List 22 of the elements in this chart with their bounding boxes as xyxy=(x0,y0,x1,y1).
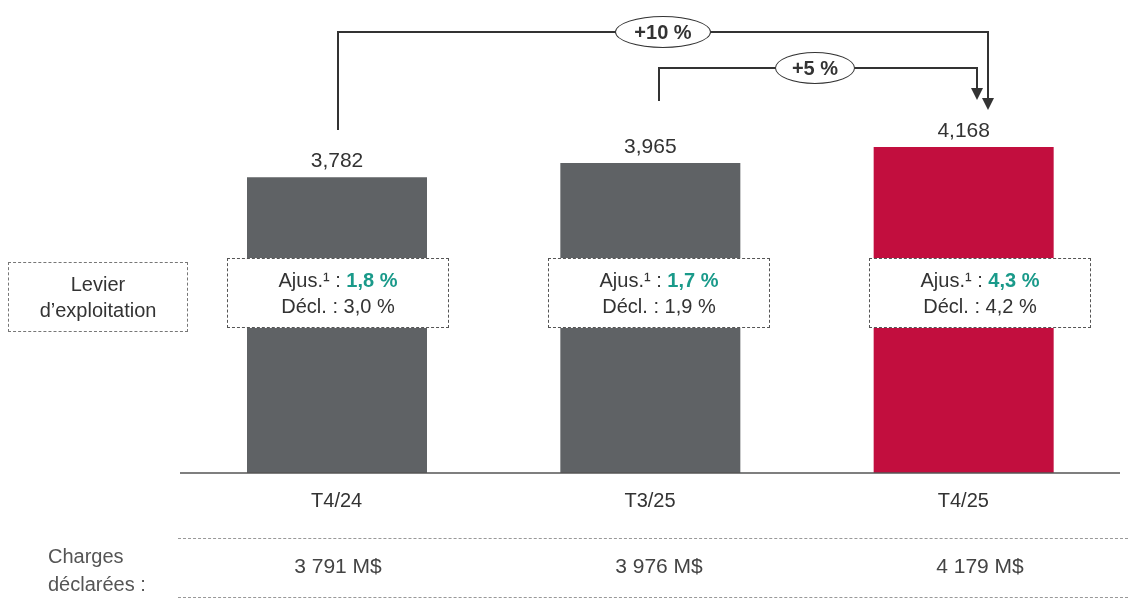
text: +5 % xyxy=(775,52,855,84)
text: Charges déclarées : xyxy=(48,544,147,597)
dashed-text-box: Ajus.¹ : 1,8 % Décl. : 3,0 % xyxy=(227,258,449,328)
x-tick-label: T3/25 xyxy=(624,489,676,512)
x-tick-label: T4/25 xyxy=(937,489,989,512)
text: 3 791 M$ xyxy=(293,554,383,578)
annotation: Décl. : 4,2 % xyxy=(923,294,1037,319)
annotation: Ajus.¹ : 4,3 % xyxy=(920,268,1040,293)
text: 3 976 M$ xyxy=(614,554,704,578)
data-label: 3,965 xyxy=(624,133,677,157)
data-label: 4,168 xyxy=(937,118,990,141)
text: +10 % xyxy=(615,16,711,48)
x-tick-label: T4/24 xyxy=(311,489,363,512)
annotation: Décl. : 1,9 % xyxy=(602,294,716,319)
dashed-text-box: Levier d’exploitation xyxy=(8,262,188,332)
annotation: Ajus.¹ : 1,8 % xyxy=(278,268,398,293)
annotation: Ajus.¹ : 1,7 % xyxy=(599,268,719,293)
data-label: 3,782 xyxy=(310,148,364,172)
dashed-text-box: Ajus.¹ : 4,3 % Décl. : 4,2 % xyxy=(869,258,1091,328)
annotation: Décl. : 3,0 % xyxy=(281,294,395,319)
text: 4 179 M$ xyxy=(935,554,1025,578)
dashed-text-box: Ajus.¹ : 1,7 % Décl. : 1,9 % xyxy=(548,258,770,328)
